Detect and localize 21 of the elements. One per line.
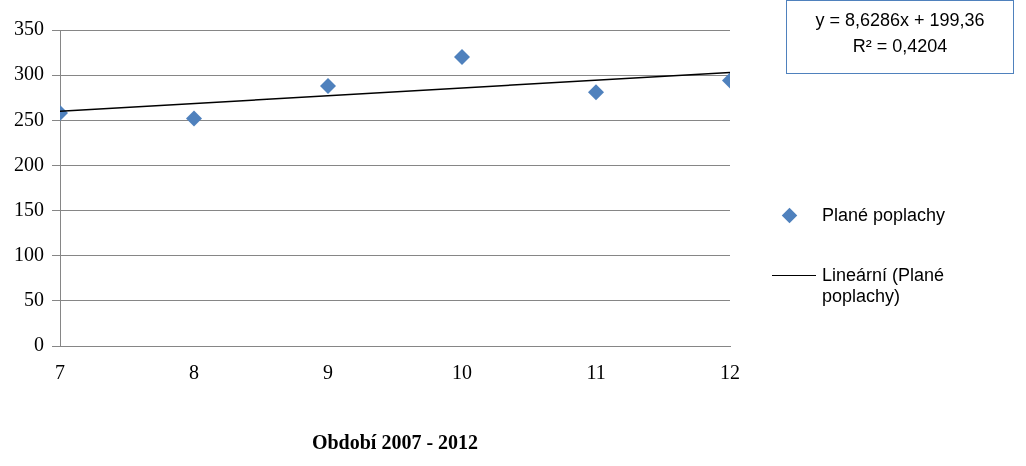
x-tick-label: 9: [323, 361, 333, 384]
x-tick-label: 12: [720, 361, 740, 384]
y-tick-label: 100: [14, 242, 44, 265]
x-axis-title: Období 2007 - 2012: [311, 431, 479, 454]
y-tick-label: 50: [24, 288, 44, 311]
point: [454, 49, 470, 66]
x-tick-label: 7: [55, 361, 65, 384]
x-tick-label: 8: [189, 361, 199, 384]
x-tick-label: 11: [586, 361, 606, 384]
y-tick-label: 200: [14, 152, 44, 175]
legend-label: Plané poplachy: [822, 205, 947, 226]
y-tick-label: 0: [34, 333, 44, 356]
legend-label: Lineární (Plané poplachy): [822, 265, 946, 307]
y-tick-label: 350: [14, 17, 44, 40]
text: y = 8,6286x + 199,36: [814, 9, 986, 32]
point: [320, 77, 336, 94]
y-tick-label: 150: [14, 197, 44, 220]
y-tick-label: 300: [14, 62, 44, 85]
y-tick-label: 250: [14, 107, 44, 130]
x-tick-label: 10: [452, 361, 472, 384]
text: R² = 0,4204: [851, 35, 949, 58]
